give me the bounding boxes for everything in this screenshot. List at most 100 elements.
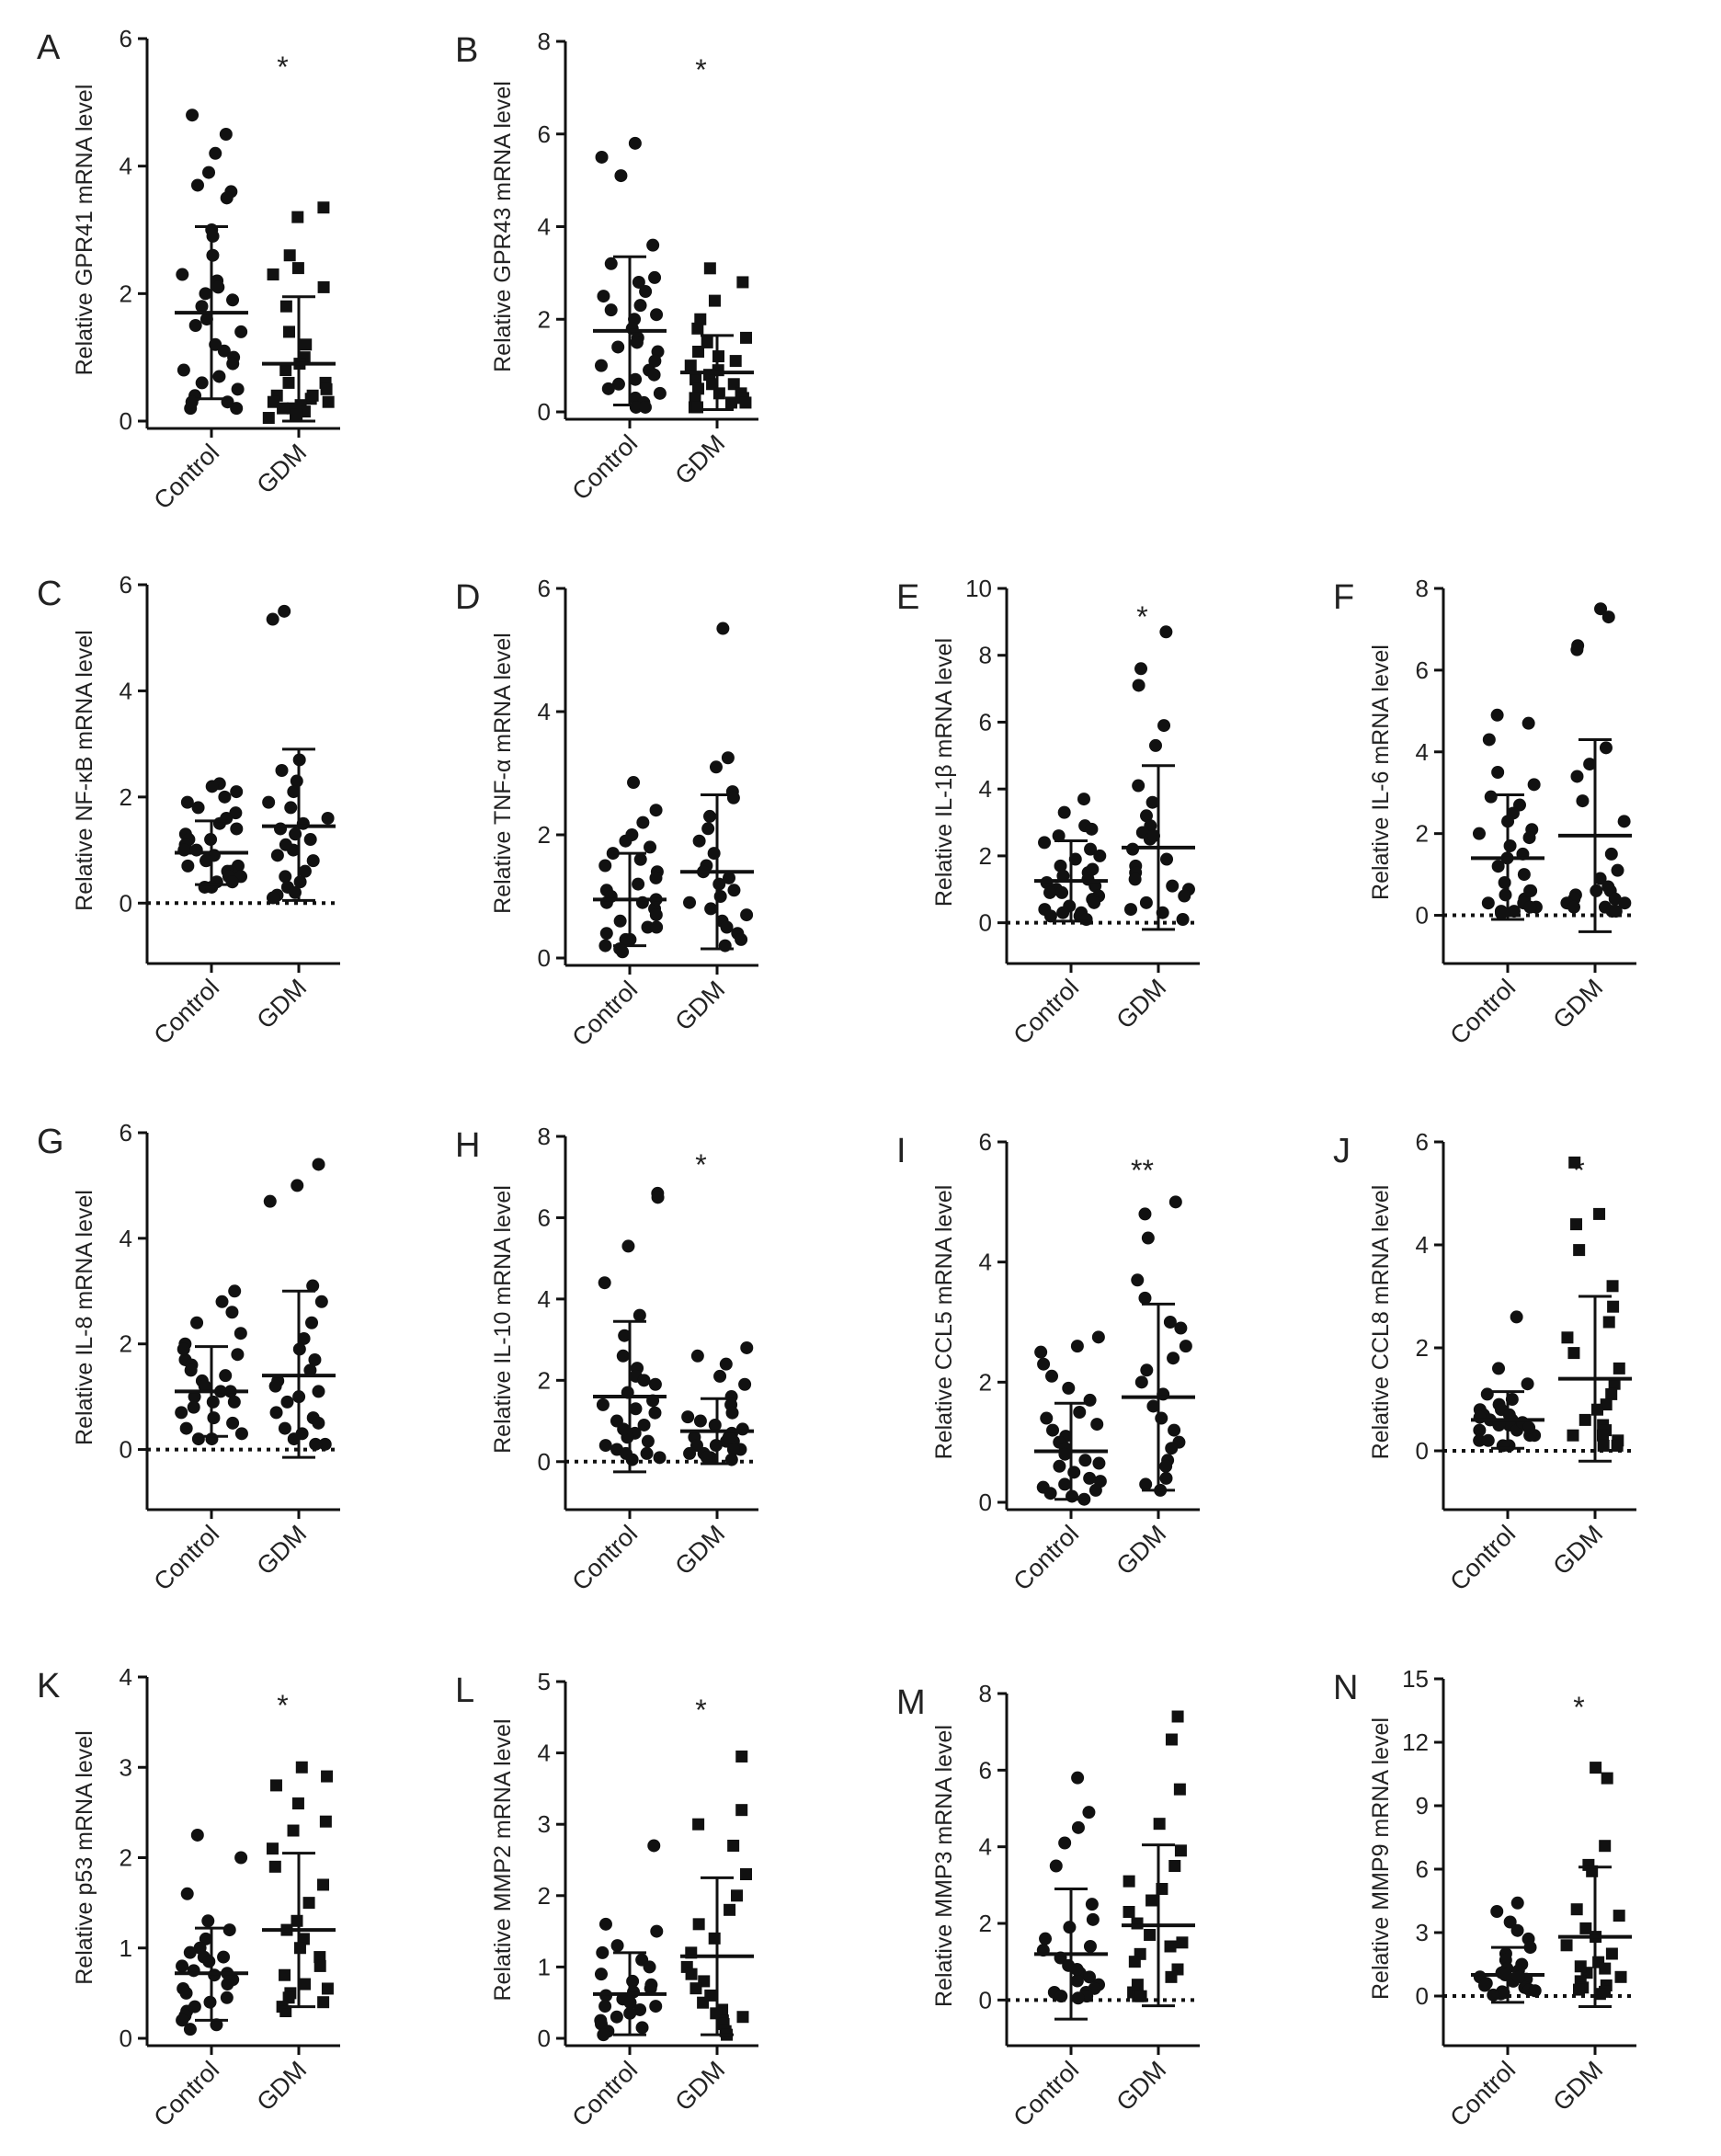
data-point [306, 389, 319, 402]
y-tick-label: 6 [979, 708, 992, 736]
data-point [632, 275, 645, 289]
data-point [1523, 1941, 1537, 1955]
data-point [279, 838, 292, 851]
data-point [611, 340, 625, 354]
data-point [222, 1923, 236, 1937]
data-point [1083, 1471, 1097, 1485]
data-point [1043, 885, 1057, 899]
data-point [1160, 852, 1174, 866]
data-point [234, 1327, 247, 1340]
x-tick-label: GDM [1111, 2056, 1171, 2116]
data-point [1490, 1905, 1504, 1918]
data-point [1049, 1859, 1063, 1873]
x-tick-label: Control [148, 439, 224, 515]
data-point [298, 1978, 311, 1991]
data-point [1498, 876, 1511, 889]
data-point [598, 2000, 612, 2013]
y-tick-label: 2 [1416, 820, 1429, 848]
significance-label: ** [1131, 1154, 1154, 1187]
data-point [650, 1924, 664, 1938]
data-point [187, 1400, 200, 1414]
data-point [266, 612, 279, 626]
data-point [633, 852, 647, 866]
data-point [735, 932, 748, 946]
y-axis-label: Relative IL-8 mRNA level [72, 1190, 97, 1445]
y-tick-label: 6 [979, 1756, 992, 1784]
data-point [284, 801, 298, 815]
data-point [1046, 1423, 1060, 1437]
y-tick-label: 0 [538, 944, 551, 972]
data-point [1477, 1979, 1491, 1992]
y-tick-label: 4 [979, 1833, 992, 1861]
y-tick-label: 6 [1416, 1128, 1429, 1156]
data-point [279, 2005, 292, 2018]
data-point [701, 336, 713, 348]
data-point [613, 914, 627, 928]
data-point [220, 811, 234, 825]
data-point [726, 1443, 740, 1456]
data-point [1092, 1456, 1106, 1470]
data-point [637, 1418, 651, 1432]
data-point [597, 290, 610, 303]
y-tick-label: 6 [538, 1203, 551, 1231]
data-point [1131, 1917, 1144, 1930]
panel-letter: J [1333, 1132, 1351, 1170]
data-point [692, 834, 706, 848]
data-point [321, 1770, 334, 1783]
data-point [1482, 733, 1496, 747]
data-point [1480, 1387, 1494, 1401]
data-point [1567, 900, 1580, 914]
data-point [181, 859, 195, 873]
data-point [604, 257, 618, 270]
data-point [636, 816, 650, 829]
data-point [719, 1357, 733, 1371]
data-point [1522, 831, 1536, 845]
data-point [220, 1991, 234, 2004]
y-tick-label: 0 [120, 407, 132, 435]
y-tick-label: 6 [120, 571, 132, 599]
data-point [692, 382, 705, 395]
panel-letter: D [455, 578, 480, 617]
data-point [291, 1797, 304, 1810]
data-point [306, 1279, 320, 1293]
data-point [1499, 888, 1512, 902]
data-point [693, 1414, 707, 1428]
y-tick-label: 8 [979, 642, 992, 669]
data-point [1511, 1970, 1525, 1984]
data-point [1086, 862, 1100, 876]
data-point [706, 378, 719, 391]
data-point [275, 764, 289, 777]
panel-letter: E [896, 578, 919, 617]
data-point [730, 1889, 743, 1902]
data-point [1128, 873, 1142, 886]
data-point [1123, 903, 1137, 917]
data-point [1159, 1459, 1173, 1473]
data-point [625, 1453, 639, 1466]
data-point [1037, 1357, 1051, 1371]
y-axis-label: Relative MMP2 mRNA level [490, 1718, 516, 2001]
data-point [643, 1960, 656, 1974]
data-point [183, 1945, 197, 1959]
data-point [287, 1432, 301, 1446]
data-point [1579, 1413, 1591, 1426]
data-point [279, 300, 292, 313]
y-tick-label: 1 [120, 1934, 132, 1962]
data-point [1165, 1442, 1179, 1455]
panel-d: D 0 2 4 6 Relative TNF-α mRNA level Control GDM [455, 575, 758, 1052]
y-tick-label: 0 [979, 1986, 992, 2013]
data-point [1073, 1406, 1087, 1419]
x-tick-label: GDM [669, 975, 730, 1036]
data-point [1045, 1369, 1059, 1383]
y-axis-label: Relative IL-1β mRNA level [931, 638, 957, 907]
data-point [1138, 1291, 1152, 1305]
data-point [191, 801, 205, 815]
data-point [1523, 884, 1537, 897]
data-point [1590, 1762, 1602, 1774]
panel-letter: G [37, 1123, 64, 1161]
data-point [708, 294, 721, 307]
x-tick-label: GDM [1547, 974, 1608, 1034]
data-point [1481, 1433, 1495, 1447]
data-point [649, 871, 663, 884]
x-tick-label: GDM [1547, 1520, 1608, 1580]
significance-label: * [1573, 1691, 1584, 1724]
